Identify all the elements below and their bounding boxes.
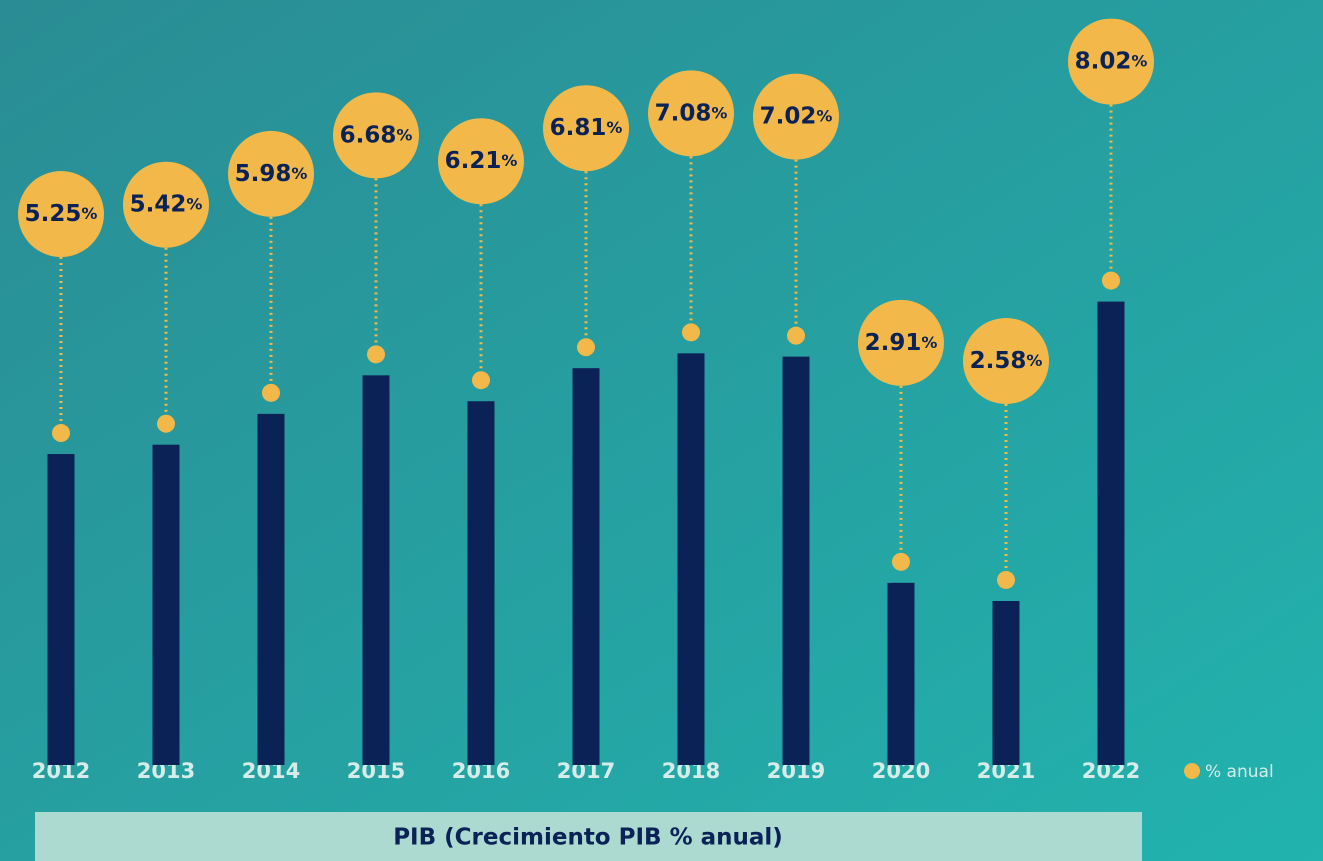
value-number: 6.81 bbox=[550, 115, 607, 141]
bar bbox=[1097, 301, 1125, 765]
label-bubble bbox=[123, 161, 209, 248]
value-number: 6.68 bbox=[340, 122, 397, 148]
legend-label: % anual bbox=[1205, 762, 1274, 782]
bar bbox=[152, 444, 180, 765]
marker-dot bbox=[262, 383, 280, 402]
label-bubble bbox=[228, 130, 314, 217]
value-unit: % bbox=[291, 163, 307, 182]
value-label: 2.58% bbox=[970, 347, 1043, 373]
value-number: 5.98 bbox=[235, 160, 292, 186]
value-number: 8.02 bbox=[1075, 48, 1132, 74]
bar bbox=[362, 375, 390, 765]
label-bubble bbox=[648, 70, 734, 157]
legend-swatch bbox=[1184, 763, 1200, 779]
value-label: 7.08% bbox=[655, 100, 728, 126]
marker-dot bbox=[997, 570, 1015, 589]
label-bubble bbox=[858, 299, 944, 386]
value-number: 5.25 bbox=[25, 201, 82, 227]
value-unit: % bbox=[501, 151, 517, 170]
marker-dot bbox=[52, 424, 70, 443]
label-bubble bbox=[753, 73, 839, 160]
chart-title: PIB (Crecimiento PIB % anual) bbox=[393, 825, 783, 851]
value-unit: % bbox=[921, 332, 937, 351]
label-bubble bbox=[438, 118, 524, 205]
value-number: 2.58 bbox=[970, 347, 1027, 373]
value-number: 5.42 bbox=[130, 191, 187, 217]
value-label: 2.91% bbox=[865, 329, 938, 355]
bar bbox=[47, 454, 75, 765]
value-unit: % bbox=[81, 204, 97, 223]
bar bbox=[467, 401, 495, 765]
value-unit: % bbox=[186, 194, 202, 213]
marker-dot bbox=[367, 345, 385, 364]
marker-dot bbox=[1102, 271, 1120, 290]
bar bbox=[992, 600, 1020, 765]
value-label: 5.25% bbox=[25, 201, 98, 227]
value-unit: % bbox=[1131, 51, 1147, 70]
bar bbox=[782, 356, 810, 765]
label-bubble bbox=[333, 92, 419, 179]
value-label: 6.81% bbox=[550, 115, 623, 141]
marker-dot bbox=[472, 371, 490, 390]
bar bbox=[887, 582, 915, 765]
value-label: 7.02% bbox=[760, 103, 833, 129]
title-box bbox=[35, 812, 1142, 861]
bar bbox=[257, 413, 285, 765]
value-unit: % bbox=[711, 103, 727, 122]
marker-dot bbox=[682, 323, 700, 342]
marker-dot bbox=[577, 338, 595, 357]
value-unit: % bbox=[1026, 350, 1042, 369]
value-label: 8.02% bbox=[1075, 48, 1148, 74]
value-unit: % bbox=[816, 106, 832, 125]
value-number: 7.02 bbox=[760, 103, 817, 129]
marker-dot bbox=[157, 414, 175, 433]
label-bubble bbox=[963, 317, 1049, 404]
bar bbox=[572, 368, 600, 765]
value-label: 5.98% bbox=[235, 160, 308, 186]
label-bubble bbox=[543, 85, 629, 172]
marker-dot bbox=[892, 552, 910, 571]
value-unit: % bbox=[606, 118, 622, 137]
value-number: 7.08 bbox=[655, 100, 712, 126]
label-bubble bbox=[18, 171, 104, 258]
value-number: 6.21 bbox=[445, 148, 502, 174]
value-label: 5.42% bbox=[130, 191, 203, 217]
value-number: 2.91 bbox=[865, 329, 922, 355]
value-label: 6.68% bbox=[340, 122, 413, 148]
bar bbox=[677, 353, 705, 765]
value-label: 6.21% bbox=[445, 148, 518, 174]
value-unit: % bbox=[396, 125, 412, 144]
marker-dot bbox=[787, 326, 805, 345]
label-bubble bbox=[1068, 18, 1154, 105]
